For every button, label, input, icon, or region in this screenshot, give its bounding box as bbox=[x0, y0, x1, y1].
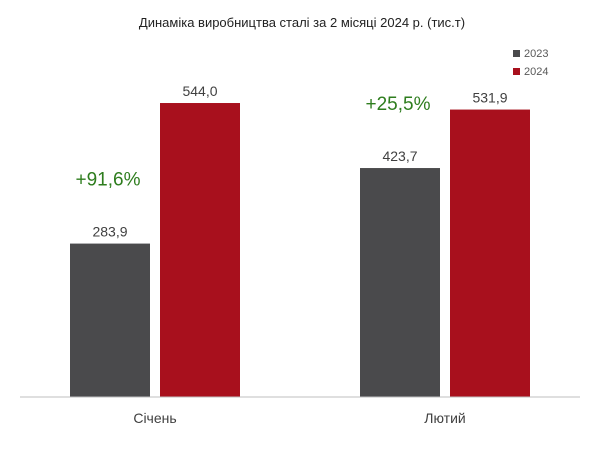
annotations: +91,6% +25,5% bbox=[76, 94, 431, 191]
bar-2023-1 bbox=[360, 168, 440, 397]
growth-annotation-1: +25,5% bbox=[366, 94, 431, 115]
value-label-2023-1: 423,7 bbox=[382, 148, 417, 164]
legend: 2023 2024 bbox=[513, 48, 548, 78]
value-label-2024-1: 531,9 bbox=[472, 90, 507, 106]
value-label-2023-0: 283,9 bbox=[92, 224, 127, 240]
legend-swatch-2024 bbox=[513, 68, 520, 75]
category-label-0: Січень bbox=[133, 410, 176, 426]
legend-swatch-2023 bbox=[513, 50, 520, 57]
legend-label-2024: 2024 bbox=[524, 66, 548, 78]
value-label-2024-0: 544,0 bbox=[182, 83, 217, 99]
bar-2024-1 bbox=[450, 109, 530, 397]
bars bbox=[70, 103, 530, 397]
category-label-1: Лютий bbox=[424, 410, 465, 426]
category-labels: Січень Лютий bbox=[133, 410, 465, 426]
bar-2024-0 bbox=[160, 103, 240, 397]
value-labels: 283,9 423,7 544,0 531,9 bbox=[92, 83, 507, 240]
growth-annotation-0: +91,6% bbox=[76, 170, 141, 191]
chart-title: Динаміка виробництва сталі за 2 місяці 2… bbox=[139, 15, 465, 30]
legend-label-2023: 2023 bbox=[524, 48, 548, 60]
bar-2023-0 bbox=[70, 243, 150, 397]
